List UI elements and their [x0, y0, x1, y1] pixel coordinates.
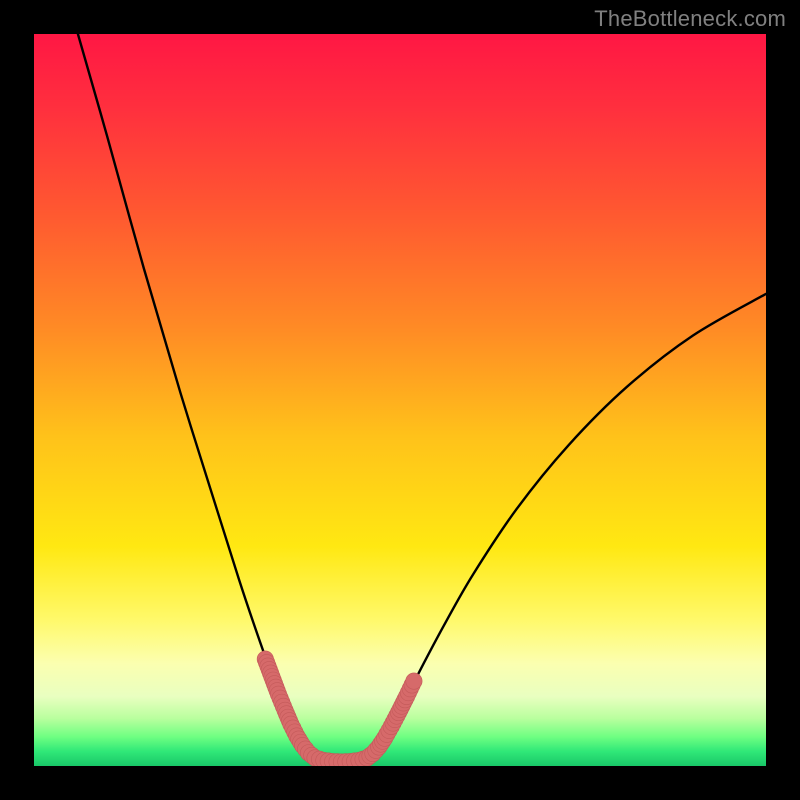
- bottleneck-chart: [0, 0, 800, 800]
- gradient-background: [34, 34, 766, 766]
- watermark-text: TheBottleneck.com: [594, 6, 786, 32]
- chart-stage: TheBottleneck.com: [0, 0, 800, 800]
